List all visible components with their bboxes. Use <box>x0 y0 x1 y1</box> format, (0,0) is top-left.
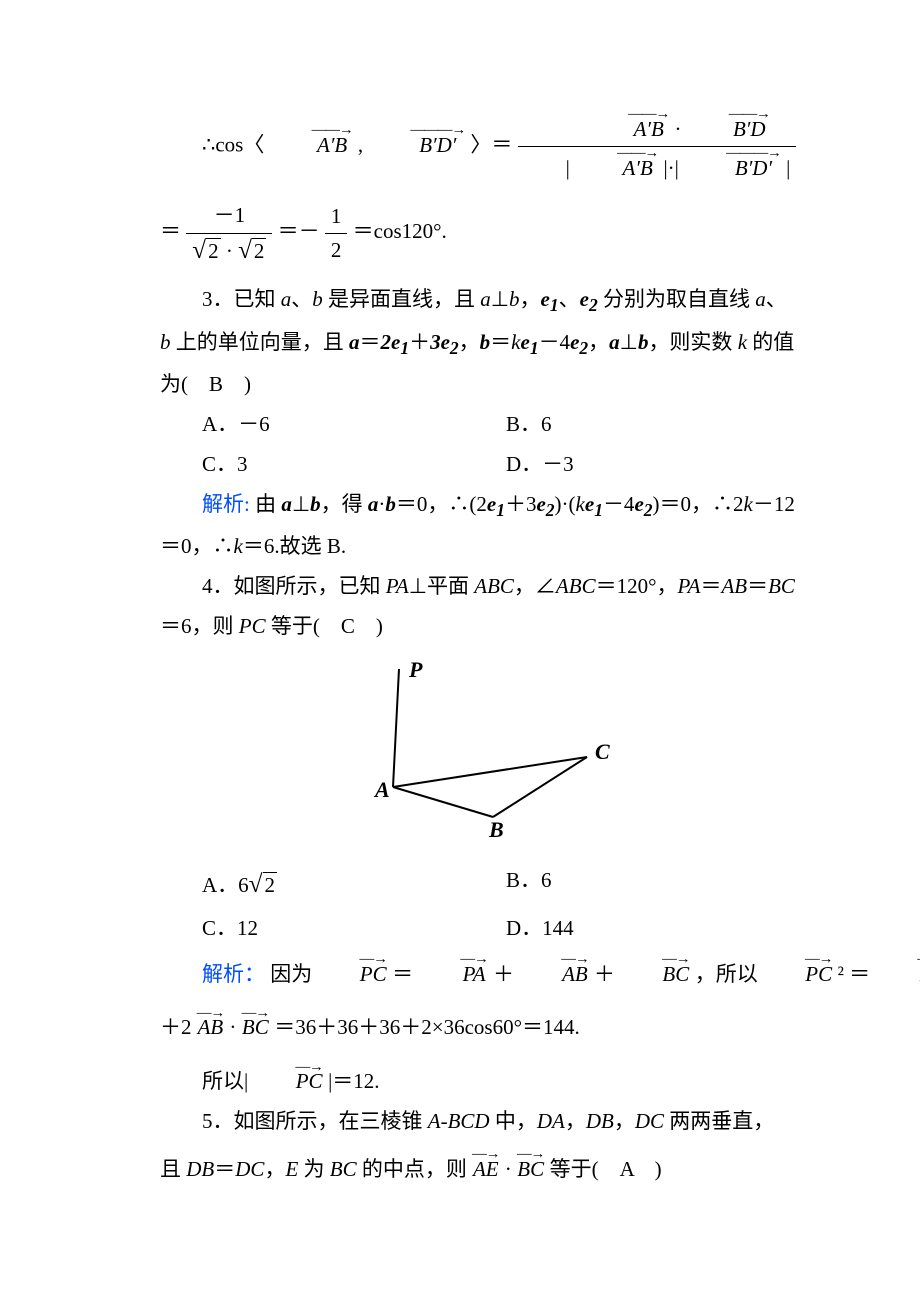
explanation-label: 解析： <box>202 962 265 986</box>
edge-B-C <box>493 757 587 817</box>
q4-diagram-svg: A P B C <box>335 659 635 839</box>
q4-answer: C <box>341 614 355 638</box>
edge-A-P <box>393 669 399 787</box>
eq1-prefix: ∴cos〈 <box>202 133 264 157</box>
vector-B'D': ———→ B′D′ <box>368 126 465 156</box>
q3-option-A: A．－6 <box>202 405 506 445</box>
q3-option-B: B．6 <box>506 405 810 445</box>
q4-explanation-line2: ＋2 —→AB · —→BC ＝36＋36＋36＋2×36cos60°＝144. <box>160 1008 810 1048</box>
equation-cos-value: ＝ －1 √2 · √2 ＝－ 1 2 ＝cos120°. <box>160 201 810 266</box>
node-label-A: A <box>373 777 390 802</box>
q4-figure: A P B C <box>160 659 810 853</box>
node-label-C: C <box>595 739 610 764</box>
q4-options-row2: C．12 D．144 <box>202 909 810 949</box>
q4-options-row1: A．6√2 B．6 <box>202 861 810 909</box>
q4-option-C: C．12 <box>202 909 506 949</box>
page: ∴cos〈 ——→ A′B , ———→ B′D′ 〉＝ ——→A′B · ——… <box>0 0 920 1250</box>
explanation-label: 解析: <box>202 492 250 516</box>
equation-cos-angle: ∴cos〈 ——→ A′B , ———→ B′D′ 〉＝ ——→A′B · ——… <box>160 110 810 183</box>
edge-A-C <box>393 757 587 787</box>
eq1-sep: , <box>358 133 363 157</box>
q3-stem-line2: b 上的单位向量，且 a＝2e1＋3e2，b＝ke1－4e2，a⊥b，则实数 k… <box>160 323 810 365</box>
q3-options-row1: A．－6 B．6 <box>202 405 810 445</box>
q4-explanation-line1: 解析： 因为 —→PC ＝ —→PA ＋ —→AB ＋ —→BC ，所以 —→P… <box>160 955 810 995</box>
question-4: 4．如图所示，已知 PA⊥平面 ABC，∠ABC＝120°，PA＝AB＝BC ＝… <box>160 567 810 1102</box>
q5-stem-line2: 且 DB＝DC，E 为 BC 的中点，则 —→AE · —→BC 等于( A ) <box>160 1150 810 1190</box>
q3-options-row2: C．3 D．－3 <box>202 445 810 485</box>
q3-option-D: D．－3 <box>506 445 810 485</box>
eq1-suffix: 〉＝ <box>470 133 512 157</box>
q4-stem-line1: 4．如图所示，已知 PA⊥平面 ABC，∠ABC＝120°，PA＝AB＝BC <box>160 567 810 607</box>
q4-stem-line2: ＝6，则 PC 等于＝6，则 PC 等于( ( C ) <box>160 607 810 647</box>
q3-option-C: C．3 <box>202 445 506 485</box>
fraction-1-over-2: 1 2 <box>325 202 348 266</box>
node-label-B: B <box>488 817 504 842</box>
q3-stem-line3: 为( B ) <box>160 365 810 405</box>
node-label-P: P <box>408 657 423 682</box>
fraction-dot-over-mag: ——→A′B · ——→B′D | ——→A′B |·| ———→B′D′ | <box>518 110 797 183</box>
q4-option-D: D．144 <box>506 909 810 949</box>
q5-stem-line1: 5．如图所示，在三棱锥 A-BCD 中，DA，DB，DC 两两垂直， <box>160 1102 810 1142</box>
eq2-eq2: ＝－ <box>278 220 320 244</box>
q3-answer: B <box>209 372 223 396</box>
q5-answer: A <box>620 1157 634 1181</box>
eq2-eq: ＝ <box>160 220 181 244</box>
q4-option-B: B．6 <box>506 861 810 909</box>
question-3: 3．已知 a、b 是异面直线，且 a⊥b，e1、e2 分别为取自直线 a、 b … <box>160 280 810 567</box>
fraction-neg1-over-root2root2: －1 √2 · √2 <box>186 201 272 266</box>
q3-explanation: 解析: 由 a⊥b，得 a·b＝0，∴(2e1＋3e2)·(ke1－4e2)＝0… <box>160 485 810 527</box>
vector-A'B: ——→ A′B <box>270 126 353 156</box>
q3-explanation-line2: ＝0，∴k＝6.故选 B. <box>160 527 810 567</box>
q4-option-A: A．6√2 <box>202 861 506 909</box>
q4-explanation-line3: 所以| —→PC |＝12. <box>160 1062 810 1102</box>
edge-A-B <box>393 787 493 817</box>
question-5: 5．如图所示，在三棱锥 A-BCD 中，DA，DB，DC 两两垂直， 且 DB＝… <box>160 1102 810 1190</box>
eq2-tail: ＝cos120°. <box>353 220 447 244</box>
q3-stem-line1: 3．已知 a、b 是异面直线，且 a⊥b，e1、e2 分别为取自直线 a、 <box>160 280 810 322</box>
